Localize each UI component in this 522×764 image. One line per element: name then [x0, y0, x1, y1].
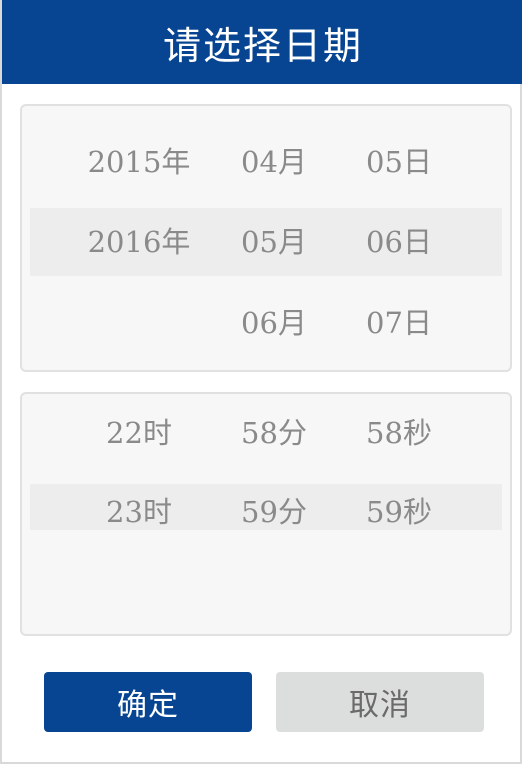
hour-option[interactable]: 22时: [106, 416, 172, 450]
minute-option[interactable]: 58分: [241, 416, 307, 450]
year-option-selected[interactable]: 2016年: [87, 225, 191, 259]
dialog-title: 请选择日期: [2, 0, 522, 84]
second-option[interactable]: 58秒: [366, 416, 432, 450]
day-option-selected[interactable]: 06日: [366, 225, 432, 259]
cancel-button[interactable]: 取消: [276, 672, 484, 732]
date-selection-highlight: [30, 208, 502, 276]
day-option[interactable]: 05日: [366, 145, 432, 179]
day-option[interactable]: 07日: [366, 306, 432, 340]
time-selection-highlight: [30, 484, 502, 530]
month-option[interactable]: 04月: [241, 145, 307, 179]
month-option[interactable]: 06月: [241, 306, 307, 340]
date-wheel-picker[interactable]: 2015年 2016年 04月 05月 06月 05日 06日 07日: [20, 104, 512, 372]
month-option-selected[interactable]: 05月: [241, 225, 307, 259]
year-option[interactable]: 2015年: [87, 145, 191, 179]
second-option-selected[interactable]: 59秒: [366, 495, 432, 529]
confirm-button[interactable]: 确定: [44, 672, 252, 732]
minute-option-selected[interactable]: 59分: [241, 495, 307, 529]
hour-option-selected[interactable]: 23时: [106, 495, 172, 529]
time-wheel-picker[interactable]: 22时 23时 58分 59分 58秒 59秒: [20, 392, 512, 636]
